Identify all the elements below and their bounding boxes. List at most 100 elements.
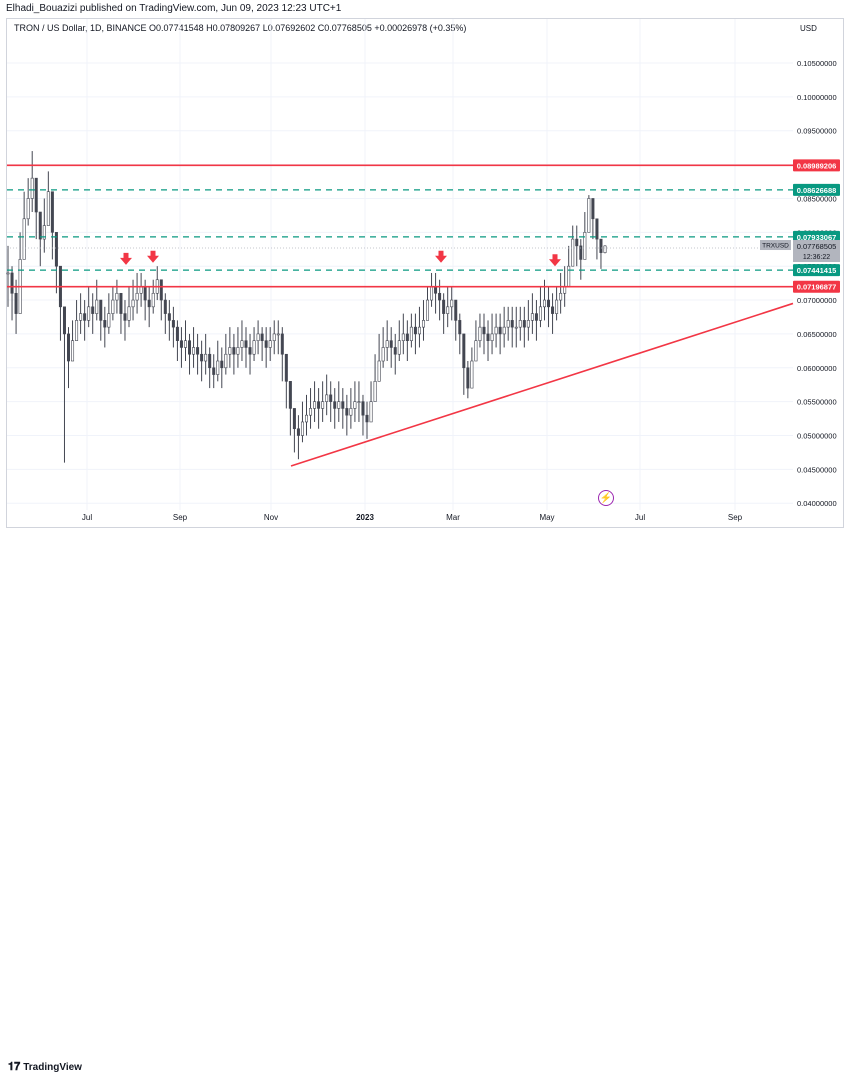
- candle-body: [393, 347, 397, 355]
- candle-body: [361, 401, 365, 416]
- candle-body: [14, 292, 18, 314]
- candle-body: [401, 333, 405, 341]
- candle-body: [216, 360, 220, 375]
- price-level-label: 0.08989206: [797, 161, 837, 170]
- candle-body: [252, 340, 256, 355]
- lightning-icon[interactable]: ⚡: [598, 490, 614, 506]
- candle-body: [595, 218, 599, 240]
- candle-body: [583, 232, 587, 260]
- candle-body: [135, 292, 139, 301]
- down-arrow-icon: [549, 254, 561, 267]
- candle-body: [575, 238, 579, 247]
- price-level-label: 0.07933067: [797, 233, 837, 242]
- countdown-label: 12:36:22: [803, 254, 830, 261]
- legend-open: O0.07741548: [149, 23, 204, 33]
- candle-body: [526, 320, 530, 328]
- candle-body: [67, 333, 71, 362]
- symbol-label: TRXUSD: [762, 243, 789, 250]
- legend-symbol: TRON / US Dollar, 1D, BINANCE: [14, 23, 147, 33]
- candle-body: [409, 326, 413, 341]
- candle-body: [46, 191, 50, 226]
- candle-body: [466, 367, 470, 389]
- candle-body: [91, 306, 95, 314]
- candle-body: [454, 299, 458, 321]
- y-tick-label: 0.10500000: [797, 59, 837, 68]
- candle-body: [430, 286, 434, 301]
- candle-body: [397, 340, 401, 355]
- candle-body: [530, 313, 534, 321]
- candle-body: [107, 313, 111, 328]
- candle-body: [147, 299, 151, 308]
- candle-body: [30, 177, 34, 199]
- down-arrow-icon: [435, 250, 447, 263]
- candle-body: [385, 340, 389, 348]
- candle-body: [345, 408, 349, 416]
- y-tick-label: 0.10000000: [797, 93, 837, 102]
- x-tick-label: 2023: [356, 513, 374, 522]
- candle-body: [510, 320, 514, 328]
- x-tick-label: Mar: [446, 513, 460, 522]
- candle-body: [470, 360, 474, 389]
- candle-body: [196, 347, 200, 355]
- candle-body: [341, 401, 345, 409]
- candle-body: [212, 367, 216, 375]
- candle-body: [179, 340, 183, 348]
- candle-body: [119, 292, 123, 314]
- price-level-badge: [793, 264, 840, 277]
- candle-body: [38, 211, 42, 240]
- candle-body: [139, 286, 143, 294]
- candle-body: [22, 218, 26, 260]
- candle-body: [10, 272, 14, 294]
- price-level-label: 0.07441415: [797, 266, 837, 275]
- price-level-label: 0.08626688: [797, 186, 837, 195]
- candle-body: [563, 286, 567, 294]
- candle-body: [54, 232, 58, 267]
- candle-body: [591, 198, 595, 220]
- candle-body: [75, 320, 79, 341]
- candle-body: [220, 360, 224, 369]
- candle-body: [426, 299, 430, 321]
- candle-body: [514, 326, 518, 329]
- price-level-badge: [793, 280, 840, 293]
- candle-body: [567, 265, 571, 287]
- candle-body: [522, 320, 526, 328]
- price-level-label: 0.07196877: [797, 283, 837, 292]
- candle-body: [300, 421, 304, 436]
- candle-body: [232, 347, 236, 355]
- candle-body: [280, 333, 284, 355]
- candle-body: [317, 401, 321, 409]
- y-tick-label: 0.04000000: [797, 499, 837, 508]
- candle-body: [587, 198, 591, 233]
- candle-body: [163, 299, 167, 314]
- candle-body: [79, 313, 83, 321]
- x-tick-label: Sep: [728, 513, 743, 522]
- candle-body: [373, 381, 377, 402]
- candle-body: [244, 340, 248, 348]
- candle-body: [159, 279, 163, 301]
- candle-body: [167, 313, 171, 321]
- y-tick-label: 0.04500000: [797, 465, 837, 474]
- price-chart[interactable]: 0.105000000.100000000.095000000.09000000…: [0, 0, 850, 551]
- publisher-bar: Elhadi_Bouazizi published on TradingView…: [0, 0, 850, 18]
- symbol-badge: [760, 240, 791, 251]
- candle-body: [542, 299, 546, 308]
- price-level-badge: [793, 159, 840, 172]
- candle-body: [438, 292, 442, 301]
- y-tick-label: 0.07000000: [797, 296, 837, 305]
- legend-low: L0.07692602: [262, 23, 316, 33]
- legend-high: H0.07809267: [206, 23, 261, 33]
- candle-body: [224, 353, 228, 369]
- down-arrow-icon: [120, 252, 132, 265]
- candle-body: [547, 299, 551, 308]
- candle-body: [377, 360, 381, 382]
- candle-body: [417, 326, 421, 335]
- candle-body: [87, 306, 91, 321]
- candle-body: [321, 401, 325, 409]
- candle-body: [304, 414, 308, 423]
- candle-body: [123, 313, 127, 321]
- candle-body: [288, 381, 292, 409]
- candle-body: [506, 320, 510, 328]
- candle-body: [71, 340, 75, 362]
- currency-label: USD: [800, 24, 817, 33]
- candle-body: [555, 299, 559, 314]
